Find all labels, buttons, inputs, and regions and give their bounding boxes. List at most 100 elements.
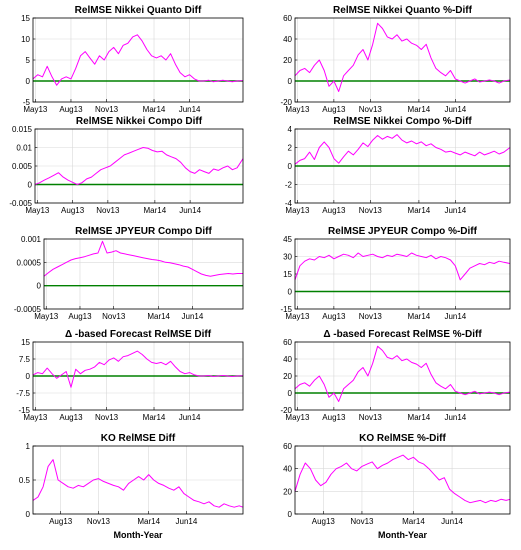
plot-area [295, 446, 510, 514]
chart-title: RelMSE JPYEUR Compo Diff [75, 226, 212, 237]
y-tick-label: 0.015 [12, 125, 33, 134]
x-tick-label: May13 [23, 413, 48, 422]
x-tick-label: Aug13 [49, 517, 73, 526]
chart-title: Δ -based Forecast RelMSE %-Diff [323, 329, 482, 340]
y-tick-label: 0.005 [12, 162, 33, 171]
x-tick-label: Nov13 [359, 206, 383, 215]
x-axis-label: Month-Year [378, 530, 428, 540]
x-tick-label: Aug13 [312, 517, 336, 526]
y-tick-label: -15 [18, 406, 30, 415]
x-tick-label: May13 [23, 105, 48, 114]
y-tick-label: -5 [23, 98, 31, 107]
x-tick-label: May13 [285, 413, 310, 422]
chart-title: RelMSE Nikkei Quanto %-Diff [333, 5, 473, 16]
series-line [294, 454, 511, 504]
x-tick-label: Mar14 [147, 312, 170, 321]
x-tick-label: Mar14 [408, 206, 431, 215]
y-tick-label: -4 [285, 199, 293, 208]
y-tick-label: 0 [26, 77, 31, 86]
y-tick-label: 40 [283, 355, 292, 364]
x-tick-label: Nov13 [95, 105, 119, 114]
x-tick-label: Jun14 [179, 413, 201, 422]
x-tick-label: May13 [285, 206, 310, 215]
y-tick-label: -20 [280, 406, 292, 415]
y-tick-label: 0 [288, 162, 293, 171]
x-tick-label: Aug13 [322, 105, 346, 114]
x-tick-label: Nov13 [102, 312, 126, 321]
y-tick-label: 20 [283, 372, 292, 381]
y-tick-label: 0.0005 [17, 258, 42, 267]
x-tick-label: May13 [285, 105, 310, 114]
x-tick-label: Jun14 [182, 312, 204, 321]
series-line [34, 147, 244, 185]
x-tick-label: Aug13 [59, 413, 83, 422]
y-tick-label: 0 [288, 510, 293, 519]
x-tick-label: Nov13 [359, 105, 383, 114]
series-line [32, 350, 244, 388]
plot-frame [294, 341, 511, 411]
y-tick-label: -7.5 [16, 389, 30, 398]
x-tick-label: Aug13 [61, 206, 85, 215]
series-line [294, 252, 511, 281]
series-line [294, 345, 511, 402]
x-tick-label: Aug13 [322, 312, 346, 321]
x-tick-label: Nov13 [359, 312, 383, 321]
x-tick-label: Jun14 [444, 413, 466, 422]
y-tick-label: 20 [283, 487, 292, 496]
x-tick-label: Mar14 [402, 517, 425, 526]
x-tick-label: May13 [25, 206, 50, 215]
y-tick-label: 2 [288, 144, 293, 153]
y-tick-label: 20 [283, 56, 292, 65]
x-tick-label: Aug13 [68, 312, 92, 321]
x-tick-label: Aug13 [322, 206, 346, 215]
y-tick-label: 0 [26, 372, 31, 381]
x-tick-label: Jun14 [441, 517, 463, 526]
y-tick-label: 60 [283, 14, 292, 23]
y-tick-label: 60 [283, 442, 292, 451]
y-tick-label: 15 [283, 270, 292, 279]
plot-frame [32, 17, 244, 103]
chart-title: KO RelMSE %-Diff [359, 433, 446, 444]
chart-panel-10: 60 40 20 0 Aug13 Nov13 Mar14 Jun14 KO RelMSE %-D… [283, 433, 511, 540]
x-tick-label: Jun14 [444, 105, 466, 114]
y-tick-label: 0 [288, 288, 293, 297]
plot-frame [294, 128, 511, 204]
chart-panel-9: 1 0.5 0 Aug13 Nov13 Mar14 Jun14 KO RelMSE Diff M… [19, 433, 244, 540]
chart-title: RelMSE Nikkei Compo Diff [76, 116, 203, 127]
y-tick-label: -15 [280, 305, 292, 314]
x-tick-label: Nov13 [96, 206, 120, 215]
x-tick-label: Jun14 [444, 312, 466, 321]
y-tick-label: 60 [283, 338, 292, 347]
x-tick-label: Mar14 [144, 206, 167, 215]
y-tick-label: 1 [26, 442, 31, 451]
x-tick-label: Jun14 [179, 105, 201, 114]
y-tick-label: 7.5 [19, 355, 31, 364]
y-tick-label: 0.01 [16, 144, 32, 153]
x-tick-label: Mar14 [408, 312, 431, 321]
chart-title: RelMSE Nikkei Compo %-Diff [333, 116, 472, 127]
series-line [32, 459, 244, 508]
y-tick-label: -0.0005 [14, 305, 42, 314]
x-tick-label: Mar14 [143, 105, 166, 114]
y-tick-label: 0.001 [21, 235, 42, 244]
x-tick-label: May13 [34, 312, 59, 321]
y-tick-label: -0.005 [9, 199, 32, 208]
plot-frame [294, 445, 511, 515]
chart-title: Δ -based Forecast RelMSE Diff [65, 329, 212, 340]
y-tick-label: -20 [280, 98, 292, 107]
plot-frame [32, 445, 244, 515]
series-line [294, 134, 511, 165]
x-tick-label: Aug13 [59, 105, 83, 114]
y-tick-label: 0 [26, 510, 31, 519]
plot-frame [43, 238, 244, 310]
series-line [43, 240, 243, 277]
y-tick-label: 4 [288, 125, 293, 134]
series-line [32, 34, 244, 86]
